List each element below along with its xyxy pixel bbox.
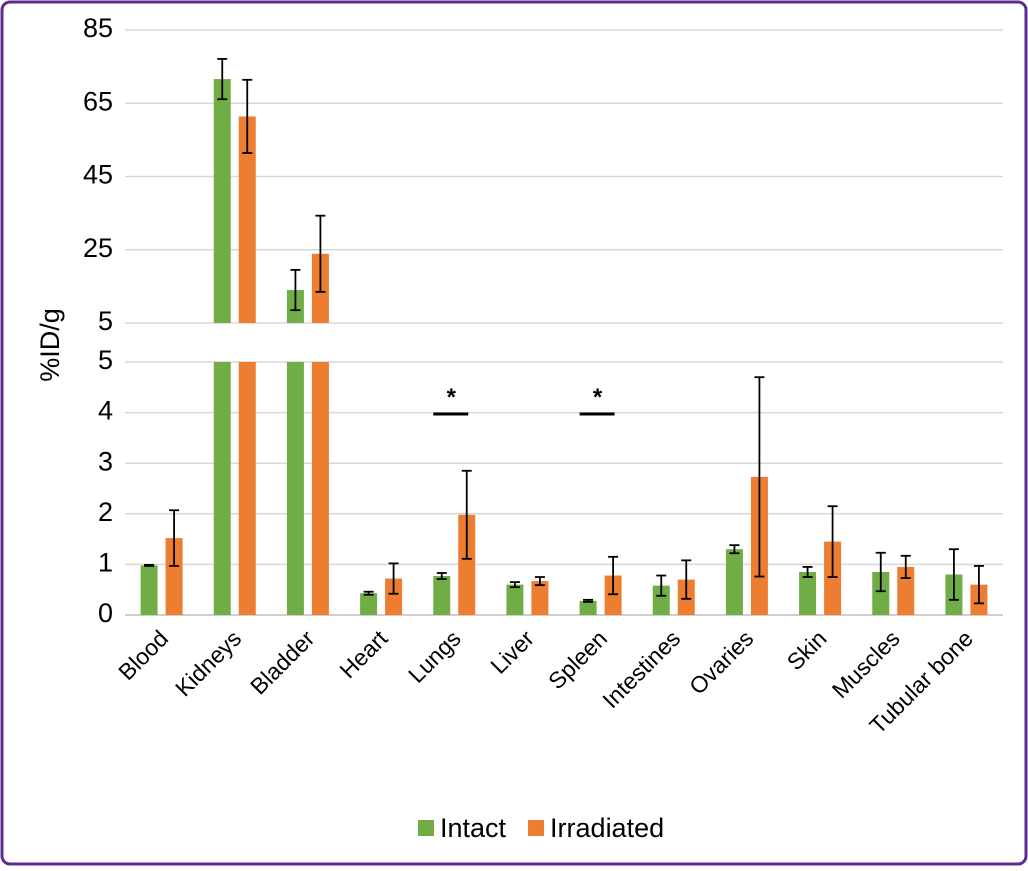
bar-segment — [213, 362, 231, 615]
bar — [506, 584, 524, 615]
bar-segment — [238, 116, 256, 323]
error-bar — [948, 548, 959, 601]
error-bar — [900, 554, 911, 579]
bar — [140, 565, 158, 615]
legend-swatch — [528, 820, 545, 836]
annotation: * — [447, 384, 457, 411]
error-bar — [461, 469, 472, 560]
legend-swatch — [418, 820, 434, 836]
error-bar — [509, 581, 520, 589]
y-axis-label: %ID/g — [35, 308, 65, 382]
bar — [213, 79, 231, 615]
bar-segment — [725, 549, 743, 615]
bar — [824, 541, 842, 615]
bar — [286, 290, 304, 615]
bar — [433, 576, 451, 615]
error-bar — [388, 562, 399, 595]
error-bar — [729, 544, 740, 555]
error-bar — [608, 555, 619, 596]
bar-segment — [824, 541, 842, 615]
y-tick-label: 2 — [98, 497, 113, 527]
bar — [579, 600, 597, 615]
error-bar — [656, 574, 667, 597]
annotation: * — [593, 384, 603, 411]
bar — [531, 581, 549, 615]
error-bar — [754, 376, 765, 578]
error-bar — [681, 559, 692, 600]
bar — [238, 116, 256, 615]
error-bar — [169, 509, 180, 567]
error-bar — [583, 598, 594, 603]
error-bar — [242, 78, 253, 154]
y-tick-label: 5 — [98, 306, 113, 336]
bar-segment — [531, 581, 549, 615]
bar — [725, 549, 743, 615]
bar-segment — [458, 514, 476, 615]
y-tick-label: 1 — [98, 548, 113, 578]
bar-segment — [286, 362, 304, 615]
bar-segment — [799, 571, 817, 615]
error-bar — [290, 268, 301, 312]
error-bar — [534, 576, 545, 587]
bar — [872, 571, 890, 615]
bar-segment — [604, 575, 622, 615]
bar — [604, 575, 622, 615]
bar — [360, 593, 378, 615]
legend-label: Intact — [440, 813, 507, 843]
legend-label: Irradiated — [550, 813, 664, 843]
bar-segment — [165, 538, 183, 615]
bar-segment — [213, 79, 231, 323]
bar-segment — [579, 600, 597, 615]
bar-segment — [506, 584, 524, 615]
bar-segment — [360, 593, 378, 615]
bar-segment — [652, 585, 670, 615]
error-bar — [973, 565, 984, 605]
y-tick-label: 5 — [98, 345, 113, 375]
error-bar — [827, 505, 838, 578]
bar — [165, 538, 183, 615]
bar-segment — [311, 362, 329, 615]
bar-segment — [385, 578, 403, 615]
y-tick-label: 45 — [83, 160, 113, 190]
error-bar — [875, 551, 886, 593]
y-tick-label: 0 — [98, 598, 113, 628]
error-bar — [217, 58, 228, 101]
bar — [652, 585, 670, 615]
error-bar — [802, 566, 813, 578]
y-tick-label: 85 — [83, 13, 113, 43]
error-bar — [436, 572, 447, 580]
bar — [458, 514, 476, 615]
bar-segment — [238, 362, 256, 615]
bar-segment — [433, 576, 451, 615]
bar — [385, 578, 403, 615]
error-bar — [144, 564, 155, 567]
y-tick-label: 3 — [98, 446, 113, 476]
bar-segment — [872, 571, 890, 615]
error-bar — [315, 214, 326, 293]
y-tick-label: 4 — [98, 396, 113, 426]
bar — [311, 253, 329, 615]
y-tick-label: 25 — [83, 233, 113, 263]
y-tick-label: 65 — [83, 86, 113, 116]
bar-segment — [140, 565, 158, 615]
bar — [799, 571, 817, 615]
error-bar — [363, 590, 374, 596]
